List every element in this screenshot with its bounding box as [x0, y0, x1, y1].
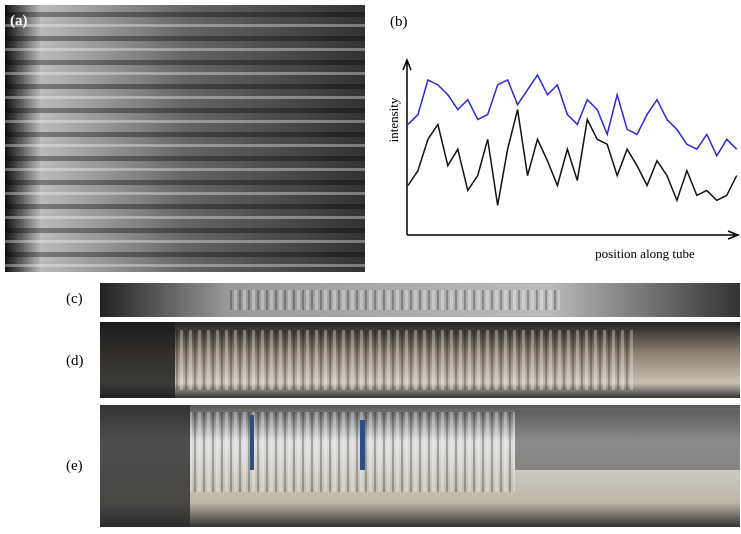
panel-label: (c) — [66, 291, 83, 307]
photo-c — [100, 283, 740, 317]
axes — [402, 57, 741, 240]
photo-e — [100, 405, 740, 527]
line-chart: (b) intensity position along tube — [386, 14, 741, 261]
series-line — [407, 73, 738, 158]
y-axis-label: intensity — [386, 97, 401, 142]
series-line — [407, 109, 738, 206]
panel-label: (e) — [66, 458, 83, 474]
photo-a — [5, 5, 365, 272]
panel-label: (d) — [66, 353, 84, 369]
panel-label: (a) — [10, 13, 28, 29]
photo-d — [100, 322, 740, 398]
chart-title: (b) — [390, 14, 408, 30]
x-axis-label: position along tube — [595, 246, 695, 261]
